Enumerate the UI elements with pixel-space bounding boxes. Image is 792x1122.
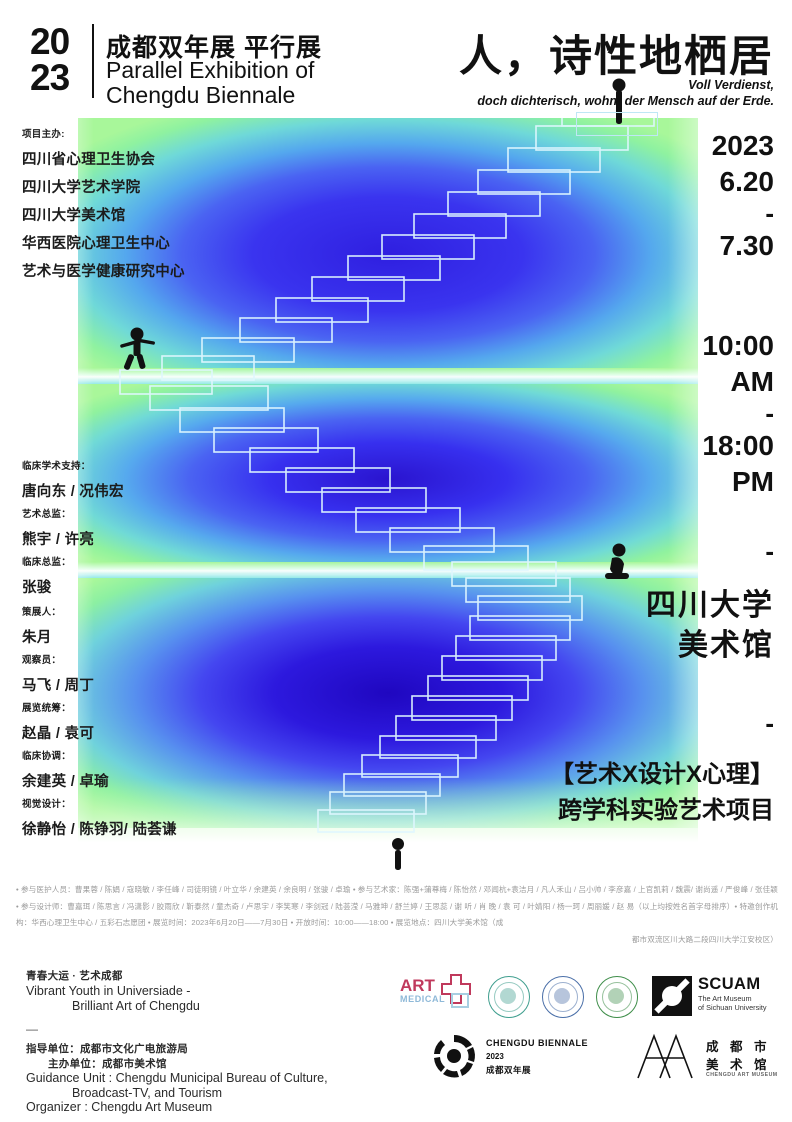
sponsor-logo-row-1: ART MEDICAL SCUAM The Art Museum <box>400 970 780 1026</box>
year-bottom-digits: 23 <box>30 57 70 98</box>
sponsor-logo-row-2: CHENGDU BIENNALE 2023 成都双年展 成 都 市 美 术 馆 … <box>400 1030 780 1090</box>
footer-guidance-en-line1: Guidance Unit : Chengdu Municipal Bureau… <box>26 1071 328 1085</box>
exhibition-title-en-line2: Chengdu Biennale <box>106 82 296 108</box>
art-medical-logo-top: ART <box>400 976 435 995</box>
scuam-logo-subtitle: The Art Museum of Sichuan University <box>698 994 767 1012</box>
biennale-logo-cn: 成都双年展 <box>486 1065 532 1075</box>
biennale-logo-en: CHENGDU BIENNALE <box>486 1038 589 1048</box>
scuam-mark-icon <box>652 976 692 1016</box>
scuam-logo-name: SCUAM <box>698 975 761 993</box>
poster-header: 20 23 成都双年展 平行展 Parallel Exhibition of C… <box>0 0 792 118</box>
staircase-outline <box>119 118 655 833</box>
exhibition-title-en: Parallel Exhibition of Chengdu Biennale <box>106 58 314 108</box>
poster-footer: 青春大运 · 艺术成都 Vibrant Youth in Universiade… <box>0 960 792 1122</box>
cam-logo-cn-line1: 成 都 市 <box>706 1040 771 1054</box>
footer-slogan-cn: 青春大运 · 艺术成都 <box>26 970 123 982</box>
staircase-step-top <box>576 112 658 136</box>
footer-guidance-cn: 指导单位：成都市文化广电旅游局 <box>26 1043 188 1055</box>
gradient-staircase-graphic <box>60 118 708 870</box>
header-divider-rule <box>92 24 94 98</box>
fine-print-block: • 参与医护人员：曹果蓉 / 陈娟 / 寇晓敏 / 李任峰 / 司徒明镜 / 叶… <box>16 882 778 948</box>
exhibition-title-en-line1: Parallel Exhibition of <box>106 57 315 83</box>
hero-headline-cn: 人，诗性地栖居 <box>459 33 774 81</box>
figure-climbing-icon <box>120 327 155 370</box>
footer-organizer-cn: 主办单位：成都市美术馆 <box>48 1058 167 1070</box>
exhibition-title-cn: 成都双年展 平行展 <box>106 34 322 62</box>
scuam-logo: SCUAM The Art Museum of Sichuan Universi… <box>652 974 784 1020</box>
scuam-subtitle-line1: The Art Museum <box>698 994 752 1003</box>
medical-cross-icon <box>441 974 471 1008</box>
figure-standing-icon <box>612 78 626 124</box>
cam-logo-cn-line2: 美 术 馆 <box>706 1058 771 1072</box>
biennale-spiral-icon <box>434 1034 475 1078</box>
footer-slogan-en-line2: Brilliant Art of Chengdu <box>72 998 200 1013</box>
footer-guidance-en-line2: Broadcast-TV, and Tourism <box>72 1085 223 1100</box>
biennale-logo-year: 2023 <box>486 1052 504 1061</box>
poster-artwork <box>0 118 792 870</box>
footer-slogan-en-line1: Vibrant Youth in Universiade - <box>26 984 191 998</box>
sponsor-seal-2-icon <box>542 976 584 1018</box>
year-badge: 20 23 <box>30 21 70 98</box>
fine-print-last-line: 都市双流区川大路二段四川大学江安校区） <box>631 934 778 944</box>
footer-separator: — <box>26 1022 38 1036</box>
art-medical-logo: ART MEDICAL <box>400 976 446 1004</box>
fine-print-body: • 参与医护人员：曹果蓉 / 陈娟 / 寇晓敏 / 李任峰 / 司徒明镜 / 叶… <box>16 885 778 927</box>
footer-organizer-en: Organizer : Chengdu Art Museum <box>26 1100 213 1114</box>
hero-subtitle-de-line2: doch dichterisch, wohnt der Mensch auf d… <box>477 94 774 108</box>
chengdu-art-museum-logo: 成 都 市 美 术 馆 CHENGDU ART MUSEUM <box>634 1030 784 1086</box>
cam-mark-icon <box>637 1033 693 1079</box>
figure-sitting-icon <box>605 543 629 579</box>
art-medical-logo-bottom: MEDICAL <box>400 994 446 1004</box>
figure-standing-bottom-icon <box>392 838 404 870</box>
sponsor-seal-3-icon <box>596 976 638 1018</box>
chengdu-biennale-logo: CHENGDU BIENNALE 2023 成都双年展 <box>430 1030 630 1086</box>
sponsor-logos: ART MEDICAL SCUAM The Art Museum <box>400 960 780 1120</box>
scuam-subtitle-line2: of Sichuan University <box>698 1003 767 1012</box>
hero-subtitle-de-line1: Voll Verdienst, <box>688 78 774 92</box>
footer-text-block: 青春大运 · 艺术成都 Vibrant Youth in Universiade… <box>26 968 406 1115</box>
gradient-panel-1 <box>78 118 698 384</box>
gradient-panel-2 <box>78 384 698 578</box>
cam-logo-en: CHENGDU ART MUSEUM <box>706 1072 778 1078</box>
sponsor-seal-1-icon <box>488 976 530 1018</box>
year-top-digits: 20 <box>30 21 70 62</box>
